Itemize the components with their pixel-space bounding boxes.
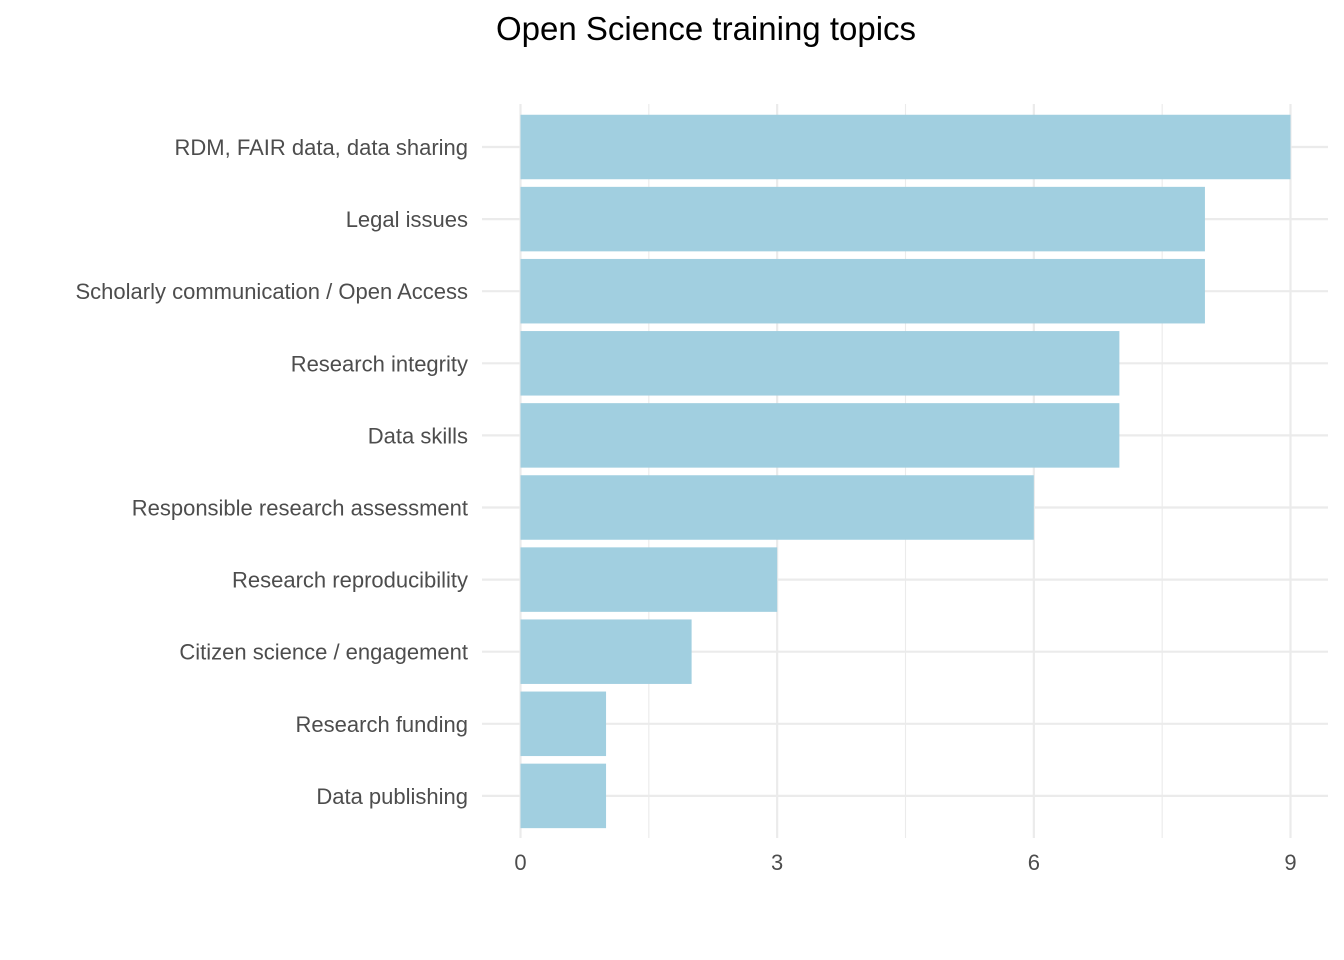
x-tick-label: 0 <box>514 850 526 875</box>
category-label: Responsible research assessment <box>132 496 468 521</box>
category-label: Citizen science / engagement <box>179 640 468 665</box>
category-label: Legal issues <box>346 207 468 232</box>
x-tick-label: 6 <box>1028 850 1040 875</box>
category-label: Scholarly communication / Open Access <box>75 279 468 304</box>
bar <box>520 258 1205 324</box>
category-label: Research reproducibility <box>232 568 468 593</box>
bar <box>520 763 607 829</box>
bar <box>520 475 1034 540</box>
x-axis-ticks: 0 3 6 9 <box>514 850 1296 875</box>
chart-title: Open Science training topics <box>496 10 916 47</box>
category-label: Data publishing <box>316 784 468 809</box>
bar <box>520 691 607 757</box>
x-tick-label: 3 <box>771 850 783 875</box>
bar <box>520 547 778 612</box>
bar <box>520 403 1120 468</box>
category-label: Research funding <box>296 712 468 737</box>
category-labels: RDM, FAIR data, data sharing Legal issues… <box>75 135 468 809</box>
x-tick-label: 9 <box>1284 850 1296 875</box>
bar <box>520 619 692 684</box>
bar <box>520 114 1291 180</box>
category-label: Research integrity <box>291 351 468 376</box>
category-label: Data skills <box>368 423 468 448</box>
bar <box>520 186 1205 252</box>
category-label: RDM, FAIR data, data sharing <box>175 135 468 160</box>
bar <box>520 331 1120 396</box>
bars <box>520 114 1291 829</box>
